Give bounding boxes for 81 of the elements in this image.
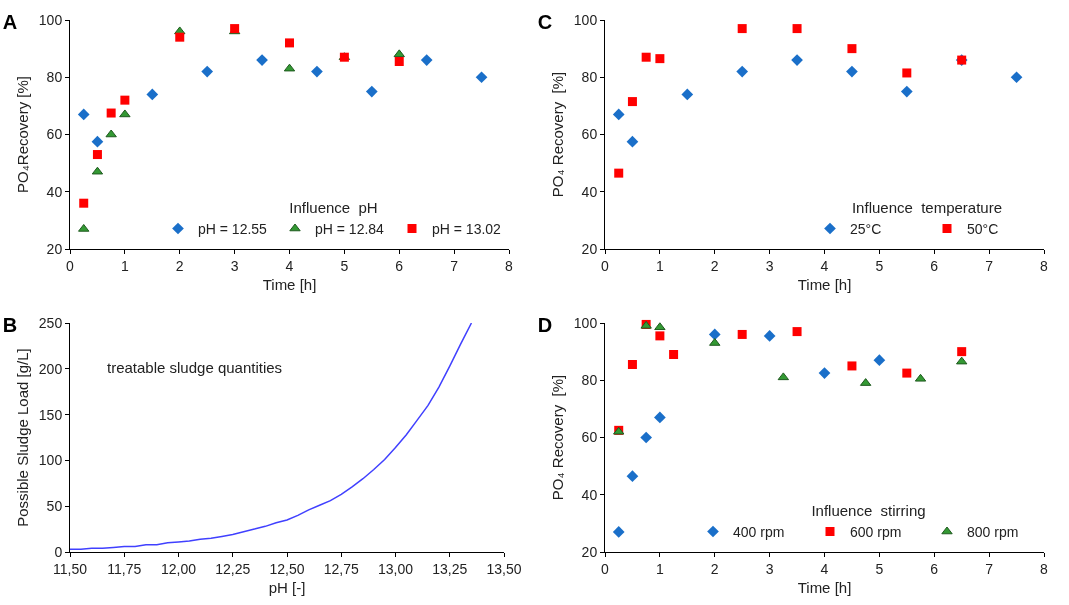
x-tick-label: 12,00 <box>160 560 197 577</box>
legend-label: pH = 12.84 <box>315 220 385 237</box>
y-tick-label: 40 <box>581 183 598 200</box>
y-tick-label: 60 <box>46 126 63 143</box>
x-tick-label: 11,75 <box>107 560 142 577</box>
x-tick-label: 2 <box>175 257 184 274</box>
legend-label: 800 rpm <box>967 523 1019 540</box>
y-tick-label: 20 <box>581 543 598 560</box>
legend-title: Influence pH <box>289 198 378 216</box>
x-tick-label: 12,50 <box>269 560 305 577</box>
y-tick-label: 40 <box>581 486 598 503</box>
x-axis-title: Time [h] <box>797 275 852 293</box>
chart-title: A <box>2 11 18 34</box>
legend-label: pH = 12.55 <box>198 220 268 237</box>
x-tick-label: 5 <box>340 257 349 274</box>
x-tick-label: 6 <box>930 257 939 274</box>
y-tick-label: 100 <box>38 11 63 28</box>
x-tick-label: 0 <box>66 257 75 274</box>
x-tick-label: 13,25 <box>432 560 468 577</box>
x-tick-label: 3 <box>230 257 239 274</box>
legend-title: Influence temperature <box>851 198 1003 216</box>
legend-label: 400 rpm <box>733 523 785 540</box>
legend-label: 600 rpm <box>850 523 902 540</box>
x-axis-title: Time [h] <box>262 275 317 293</box>
x-tick-label: 8 <box>1040 257 1049 274</box>
y-tick-label: 60 <box>581 126 598 143</box>
chart-title: B <box>2 314 18 337</box>
x-tick-label: 2 <box>710 560 719 577</box>
y-axis-title: PO₄ Recovery [%] <box>549 374 567 501</box>
x-tick-label: 13,50 <box>486 560 522 577</box>
y-tick-label: 150 <box>38 406 63 423</box>
x-tick-label: 5 <box>875 560 884 577</box>
x-axis-title: pH [-] <box>268 578 306 596</box>
x-tick-label: 5 <box>875 257 884 274</box>
x-tick-label: 1 <box>655 560 664 577</box>
y-tick-label: 20 <box>46 240 63 257</box>
x-tick-label: 0 <box>601 257 610 274</box>
x-tick-label: 11,50 <box>53 560 88 577</box>
x-tick-label: 12,25 <box>215 560 251 577</box>
x-tick-label: 2 <box>710 257 719 274</box>
legend-label: pH = 13.02 <box>432 220 502 237</box>
x-tick-label: 4 <box>820 560 829 577</box>
y-tick-label: 0 <box>54 543 63 560</box>
y-tick-label: 250 <box>38 314 63 331</box>
y-tick-label: 50 <box>46 498 63 515</box>
y-tick-label: 80 <box>581 372 598 389</box>
x-tick-label: 1 <box>120 257 129 274</box>
x-tick-label: 7 <box>985 257 994 274</box>
x-tick-label: 8 <box>1040 560 1049 577</box>
x-tick-label: 13,00 <box>377 560 414 577</box>
y-tick-label: 100 <box>573 11 598 28</box>
y-tick-label: 100 <box>573 314 598 331</box>
y-tick-label: 40 <box>46 183 63 200</box>
y-axis-title: PO₄ Recovery [%] <box>549 71 567 198</box>
legend-title: Influence stirring <box>811 501 926 519</box>
legend-label: 50°C <box>967 220 999 237</box>
chart-title: C <box>537 11 553 34</box>
y-tick-label: 80 <box>581 69 598 86</box>
y-axis-title: Possible Sludge Load [g/L] <box>14 348 32 527</box>
x-tick-label: 8 <box>505 257 514 274</box>
y-tick-label: 20 <box>581 240 598 257</box>
legend-label: 25°C <box>850 220 882 237</box>
x-axis-title: Time [h] <box>797 578 852 596</box>
x-tick-label: 4 <box>820 257 829 274</box>
y-tick-label: 60 <box>581 429 598 446</box>
x-tick-label: 12,75 <box>323 560 359 577</box>
x-tick-label: 6 <box>930 560 939 577</box>
x-tick-label: 7 <box>450 257 459 274</box>
annotation: treatable sludge quantities <box>107 359 283 376</box>
x-tick-label: 3 <box>765 257 774 274</box>
y-tick-label: 80 <box>46 69 63 86</box>
x-tick-label: 3 <box>765 560 774 577</box>
x-tick-label: 6 <box>395 257 404 274</box>
x-tick-label: 7 <box>985 560 994 577</box>
x-tick-label: 1 <box>655 257 664 274</box>
y-axis-title: PO₄Recovery [%] <box>14 76 32 193</box>
y-tick-label: 100 <box>38 452 63 469</box>
x-tick-label: 0 <box>601 560 610 577</box>
y-tick-label: 200 <box>38 360 63 377</box>
chart-title: D <box>537 314 553 337</box>
x-tick-label: 4 <box>285 257 294 274</box>
